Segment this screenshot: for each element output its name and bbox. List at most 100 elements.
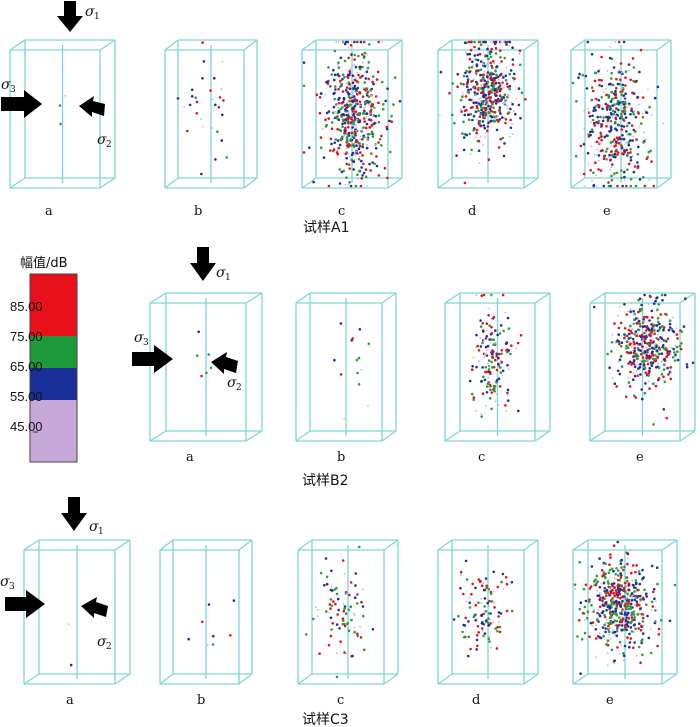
ae-point (497, 78, 500, 81)
ae-point (611, 154, 614, 157)
ae-point (668, 350, 672, 353)
ae-point (626, 620, 630, 624)
ae-point (590, 145, 593, 148)
ae-point (607, 621, 610, 625)
ae-point (627, 141, 630, 144)
ae-point (494, 400, 497, 403)
ae-point (487, 624, 490, 627)
ae-point (638, 125, 641, 128)
ae-point (500, 352, 503, 356)
ae-point (601, 626, 605, 629)
ae-point (487, 104, 490, 108)
ae-point (492, 40, 496, 44)
ae-point (337, 63, 339, 66)
ae-point (579, 144, 583, 148)
ae-point (341, 122, 344, 126)
ae-point (338, 96, 341, 100)
ae-point (355, 144, 358, 147)
ae-point (497, 621, 500, 624)
ae-point (626, 122, 629, 125)
ae-point (612, 599, 615, 602)
ae-point (354, 154, 357, 157)
ae-point (585, 617, 589, 620)
ae-point (653, 332, 656, 336)
ae-point (486, 129, 489, 133)
ae-point (358, 545, 361, 549)
ae-point (651, 361, 655, 365)
ae-point (623, 106, 627, 109)
ae-point (588, 587, 592, 590)
ae-point (485, 586, 489, 590)
ae-point (339, 373, 343, 376)
ae-point (638, 622, 641, 625)
ae-point (334, 88, 337, 91)
ae-point (325, 582, 329, 586)
ae-point (504, 118, 508, 121)
ae-point (641, 397, 644, 401)
ae-point (600, 138, 603, 142)
ae-point (364, 175, 368, 179)
ae-point (507, 94, 510, 97)
ae-point (499, 112, 502, 115)
ae-point (622, 94, 626, 98)
ae-point (607, 181, 610, 184)
ae-point (661, 299, 664, 302)
ae-point (371, 628, 375, 631)
ae-point (588, 635, 591, 638)
ae-point (498, 625, 502, 629)
ae-point (503, 56, 507, 60)
ae-point (606, 352, 609, 356)
ae-point (639, 629, 643, 632)
ae-point (605, 158, 608, 161)
ae-point (638, 297, 642, 301)
ae-point (619, 596, 622, 600)
ae-point (640, 639, 643, 643)
ae-point (481, 322, 485, 325)
ae-point (627, 588, 630, 592)
ae-point (668, 322, 672, 326)
ae-point (354, 140, 358, 143)
ae-point (635, 317, 638, 320)
ae-point (330, 569, 333, 573)
ae-point (638, 322, 642, 326)
ae-point (657, 633, 661, 636)
ae-point (595, 174, 598, 177)
ae-point (468, 596, 471, 599)
ae-point (623, 597, 625, 600)
ae-point (505, 66, 508, 69)
ae-point (517, 103, 521, 107)
ae-point (500, 60, 503, 63)
ae-point (462, 592, 465, 596)
ae-point (493, 111, 497, 114)
box-2-4-conn-br (661, 673, 678, 685)
ae-point (509, 352, 512, 356)
ae-point (479, 112, 483, 116)
ae-point (214, 158, 217, 161)
ae-point (351, 110, 355, 113)
ae-point (492, 590, 495, 593)
ae-point (608, 563, 611, 566)
ae-point (607, 582, 610, 585)
ae-point (622, 628, 625, 632)
ae-point (346, 114, 350, 117)
ae-point (493, 62, 496, 65)
ae-point (359, 636, 363, 639)
ae-point (483, 84, 486, 87)
ae-point (487, 96, 491, 99)
ae-point (490, 600, 494, 603)
ae-point (464, 71, 467, 75)
box-0-0-conn-tl (9, 39, 26, 51)
ae-point (637, 570, 641, 573)
ae-point (477, 149, 481, 153)
ae-point (639, 609, 641, 612)
ae-point (334, 110, 337, 113)
ae-point (502, 329, 505, 333)
ae-point (628, 641, 632, 644)
ae-point (643, 588, 646, 592)
ae-point (636, 602, 639, 606)
ae-point (636, 96, 639, 99)
ae-point (582, 612, 586, 615)
ae-point (617, 71, 619, 73)
ae-point (341, 125, 344, 128)
ae-point (479, 60, 483, 63)
